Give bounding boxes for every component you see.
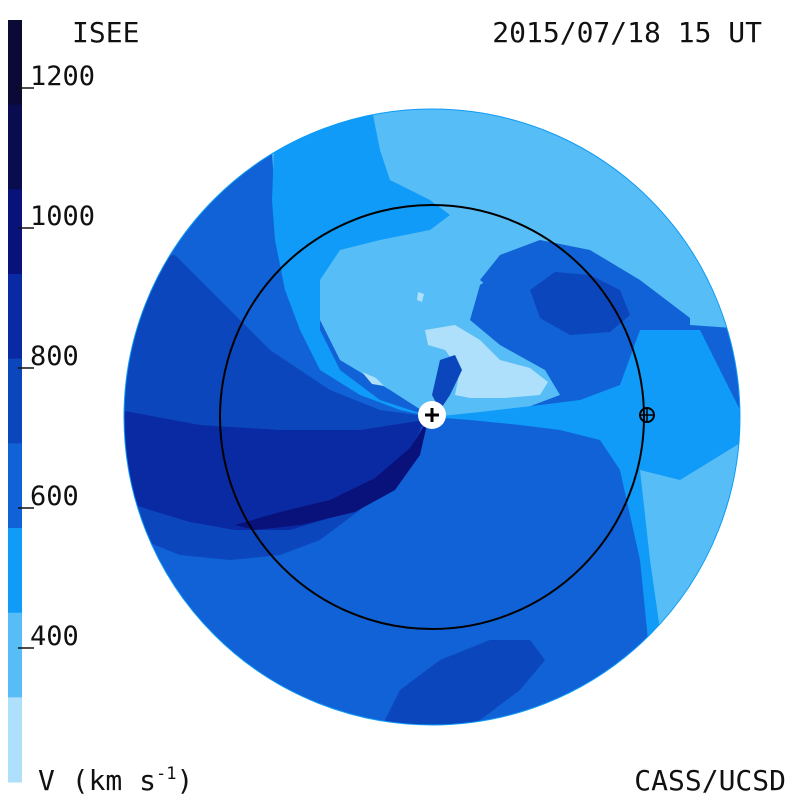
sun-marker [418, 401, 446, 429]
color-bar [8, 20, 34, 783]
colorbar-band [8, 528, 22, 614]
unit-label-prefix: V (km s [38, 764, 156, 797]
region-sky-upper [272, 109, 450, 417]
sun-plus-icon [425, 408, 439, 422]
header-left-title: ISEE [72, 16, 139, 49]
header-date-time: 2015/07/18 15 UT [492, 16, 762, 49]
colorbar-band [8, 20, 22, 106]
colorbar-band [8, 612, 22, 698]
colorbar-band [8, 443, 22, 529]
region-lightest-fleck [417, 292, 424, 302]
credit-label: CASS/UCSD [634, 764, 786, 797]
colorbar-band [8, 189, 22, 275]
earth-marker [639, 407, 655, 423]
colorbar-band [8, 104, 22, 190]
region-darkest-spiral [235, 420, 428, 530]
region-deep-tail [432, 355, 462, 410]
colorbar-band [8, 274, 22, 360]
colorbar-tick-label: 1000 [30, 201, 95, 232]
disk-edge [123, 108, 741, 726]
colorbar-tick-label: 400 [30, 621, 79, 652]
earth-orbit [219, 204, 645, 630]
unit-label: V (km s-1) [38, 764, 193, 797]
region-lightest [425, 325, 548, 398]
colorbar-band [8, 697, 22, 783]
colorbar-tick-label: 1200 [30, 61, 95, 92]
colorbar-tick-label: 600 [30, 481, 79, 512]
region-lightest-fleck [362, 372, 384, 386]
unit-label-exponent: -1 [156, 764, 176, 784]
region-deep-lower [380, 640, 545, 725]
colorbar-band [8, 358, 22, 444]
unit-label-suffix: ) [177, 764, 194, 797]
earth-cross-icon [640, 408, 654, 422]
region-darker-blob [530, 272, 630, 335]
colorbar-tick-label: 800 [30, 341, 79, 372]
